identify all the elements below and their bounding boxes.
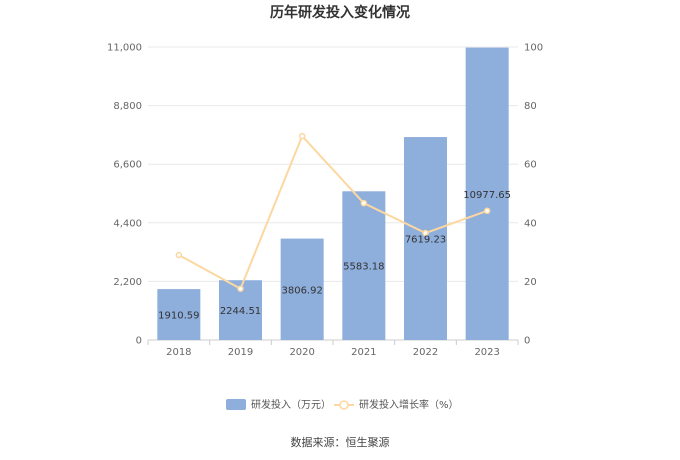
bar-data-label: 5583.18 <box>343 262 384 273</box>
legend-line-marker <box>339 400 349 410</box>
x-tick-label: 2019 <box>228 347 253 358</box>
y-left-tick-label: 11,000 <box>107 43 142 54</box>
line-point[interactable] <box>237 285 244 292</box>
bar[interactable] <box>280 238 324 340</box>
x-tick-label: 2023 <box>474 347 499 358</box>
legend-bar-swatch <box>226 399 246 410</box>
legend: 研发投入（万元） 研发投入增长率（%） <box>226 398 459 411</box>
growth-line <box>178 134 488 291</box>
x-tick-labels: 2018 2019 2020 2021 2022 2023 <box>147 340 519 358</box>
x-tick-label: 2022 <box>413 347 438 358</box>
bar-series <box>157 47 509 340</box>
x-tick-label: 2020 <box>289 347 314 358</box>
bar-data-label: 10977.65 <box>463 190 511 201</box>
chart-title: 历年研发投入变化情况 <box>270 4 410 21</box>
line-series <box>175 132 491 292</box>
legend-bar-label: 研发投入（万元） <box>251 398 331 411</box>
line-point[interactable] <box>360 199 368 207</box>
bar-data-label: 1910.59 <box>158 311 199 322</box>
line-point[interactable] <box>298 132 306 140</box>
y-right-tick-labels: 0 20 40 60 80 100 <box>524 43 543 347</box>
source-note: 数据来源：恒生聚源 <box>291 435 390 449</box>
legend-item-bar[interactable]: 研发投入（万元） <box>226 398 331 411</box>
line-point[interactable] <box>483 207 491 215</box>
bar-data-label: 3806.92 <box>281 285 322 296</box>
y-left-tick-label: 0 <box>136 336 142 347</box>
bar[interactable] <box>342 191 386 340</box>
line-point[interactable] <box>175 251 183 259</box>
bar[interactable] <box>404 137 447 340</box>
bar-data-label: 2244.51 <box>220 306 261 317</box>
bar-data-label: 7619.23 <box>405 235 446 246</box>
x-tick-label: 2018 <box>166 347 191 358</box>
y-left-tick-labels: 0 2,200 4,400 6,600 8,800 11,000 <box>107 43 142 347</box>
y-left-tick-label: 8,800 <box>113 101 142 112</box>
y-right-tick-label: 0 <box>524 336 530 347</box>
y-right-tick-label: 20 <box>524 277 537 288</box>
y-left-tick-label: 2,200 <box>113 277 142 288</box>
y-right-tick-label: 60 <box>524 160 537 171</box>
legend-item-line[interactable]: 研发投入增长率（%） <box>334 398 459 411</box>
y-right-tick-label: 40 <box>524 218 537 229</box>
bar[interactable] <box>157 289 201 340</box>
x-tick-label: 2021 <box>351 347 376 358</box>
y-right-tick-label: 80 <box>524 101 537 112</box>
y-right-tick-label: 100 <box>524 43 543 54</box>
legend-line-label: 研发投入增长率（%） <box>359 398 459 411</box>
bar[interactable] <box>465 47 509 340</box>
y-left-tick-label: 4,400 <box>113 218 142 229</box>
line-point[interactable] <box>422 229 429 237</box>
bar-data-labels: 1910.59 2244.51 3806.92 5583.18 7619.23 10977… <box>158 190 511 322</box>
y-left-tick-label: 6,600 <box>113 160 142 171</box>
